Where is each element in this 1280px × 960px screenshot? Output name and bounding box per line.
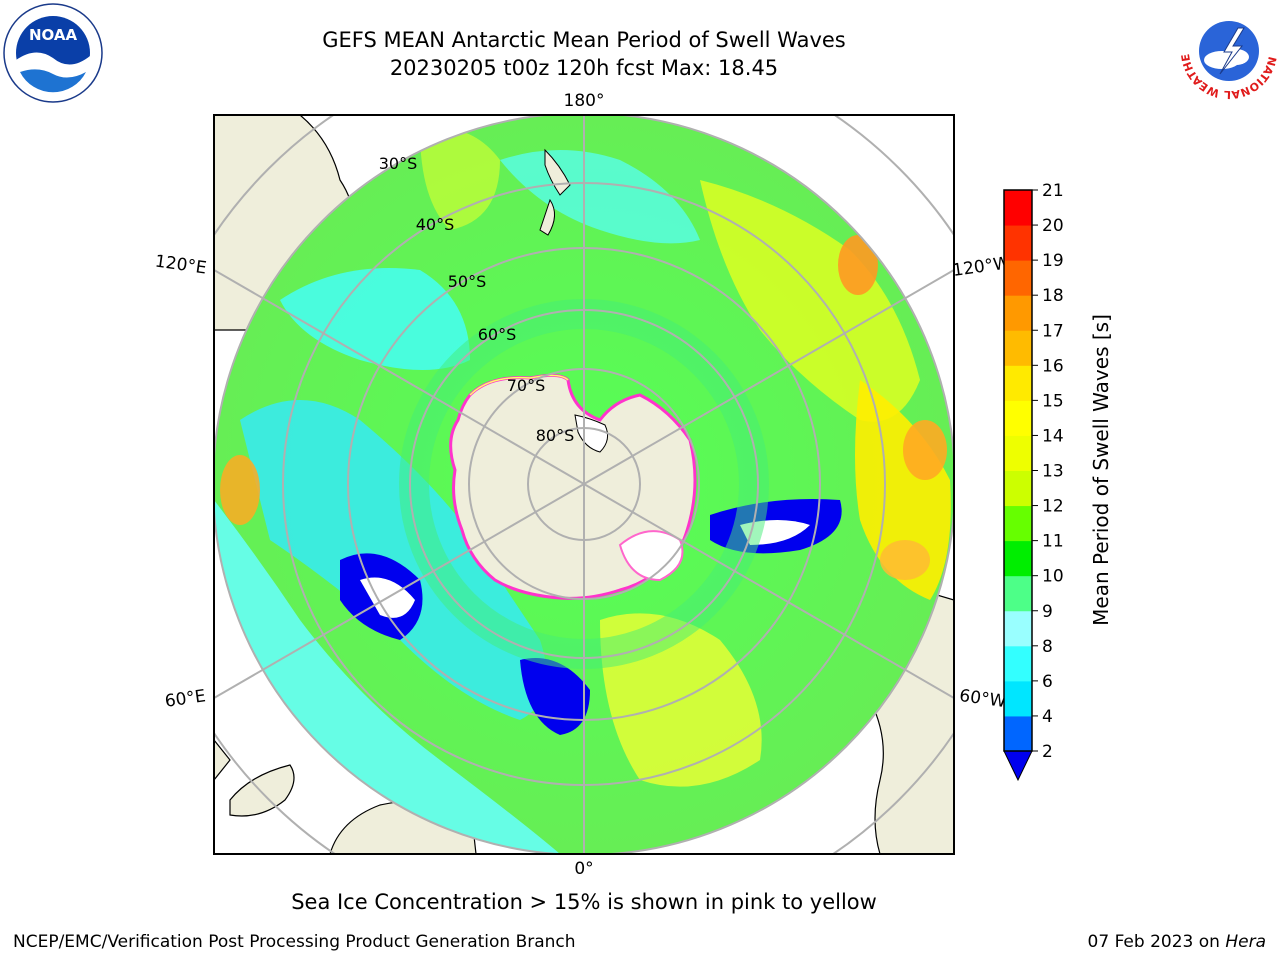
colorbar-under-arrow [1003,750,1033,782]
colorbar-swatch [1004,715,1032,752]
colorbar-swatch [1004,470,1032,507]
map-frame [213,114,955,855]
colorbar-tick-label: 4 [1042,707,1053,727]
lat-label-40s: 40°S [416,215,455,234]
colorbar-tick-label: 21 [1042,181,1064,201]
colorbar-swatches [1004,190,1032,752]
footer-date: 07 Feb 2023 on Hera [1088,932,1266,952]
colorbar-tick-label: 15 [1042,391,1064,411]
colorbar-tick-label: 2 [1042,742,1053,762]
lon-label-180: 180° [564,91,605,111]
lat-label-30s: 30°S [379,154,418,173]
lon-label-0: 0° [574,859,593,879]
colorbar: 2 4 6 8 9 10 11 12 13 14 15 16 17 18 19 20 21 Mean Perio… [1003,181,1113,782]
colorbar-swatch [1004,225,1032,261]
colorbar-label: Mean Period of Swell Waves [s] [1089,314,1113,626]
footer-date-text: 07 Feb 2023 on [1087,932,1220,952]
noaa-logo-text: NOAA [29,26,78,44]
lat-label-60s: 60°S [478,325,517,344]
colorbar-swatch [1004,435,1032,471]
sea-ice-caption: Sea Ice Concentration > 15% is shown in … [291,890,877,914]
colorbar-tick-label: 20 [1042,216,1064,236]
colorbar-swatch [1004,575,1032,612]
lat-label-50s: 50°S [448,272,487,291]
colorbar-tick-label: 19 [1042,251,1064,271]
chart-title: GEFS MEAN Antarctic Mean Period of Swell… [322,28,846,52]
colorbar-swatch [1004,260,1032,296]
footer-credit: NCEP/EMC/Verification Post Processing Pr… [13,932,576,952]
colorbar-tick-label: 8 [1042,637,1053,657]
colorbar-tick-label: 14 [1042,426,1064,446]
colorbar-tick-label: 13 [1042,462,1064,482]
colorbar-tick-label: 11 [1042,532,1064,552]
colorbar-tick-label: 16 [1042,356,1064,376]
noaa-logo: NOAA [3,3,103,103]
colorbar-swatch [1004,400,1032,436]
colorbar-tick-label: 9 [1042,602,1053,622]
lon-label-120e: 120°E [154,252,208,279]
colorbar-swatch [1004,645,1032,682]
antarctica [449,373,697,600]
colorbar-tick-label: 12 [1042,497,1064,517]
colorbar-swatch [1004,190,1032,226]
nws-logo: NATIONAL WEATHER SERVICE [1180,2,1278,100]
colorbar-tick-label: 18 [1042,286,1064,306]
colorbar-swatch [1004,540,1032,577]
new-zealand [539,148,571,236]
colorbar-swatch [1004,365,1032,401]
colorbar-swatch [1004,680,1032,717]
lon-label-60e: 60°E [164,686,207,711]
lat-label-70s: 70°S [507,376,546,395]
colorbar-swatch [1004,505,1032,542]
chart-subtitle: 20230205 t00z 120h fcst Max: 18.45 [389,56,779,80]
colorbar-tick-label: 17 [1042,321,1064,341]
colorbar-swatch [1004,610,1032,647]
colorbar-tick-label: 10 [1042,567,1064,587]
colorbar-swatch [1004,295,1032,331]
footer-machine: Hera [1225,932,1266,952]
graticule [214,115,954,854]
colorbar-tick-label: 6 [1042,672,1053,692]
lat-label-80s: 80°S [536,426,575,445]
colorbar-ticks: 2 4 6 8 9 10 11 12 13 14 15 16 17 18 19 20 21 [1032,181,1064,762]
colorbar-swatch [1004,330,1032,366]
